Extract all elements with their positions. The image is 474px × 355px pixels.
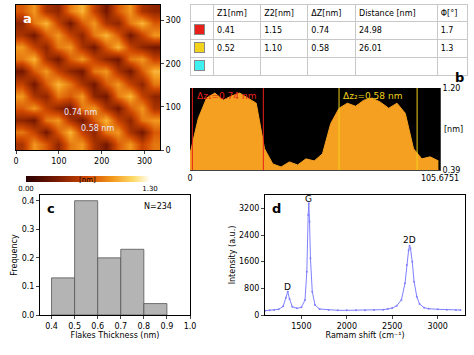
html-text:1.7: 1.7 [440,26,454,35]
svg-text:[nm]: [nm] [444,125,463,134]
svg-text:0.00: 0.00 [18,185,34,193]
svg-text:a: a [23,11,32,26]
svg-text:0.0: 0.0 [22,311,35,320]
svg-text:Δz₁=0.74 nm: Δz₁=0.74 nm [197,91,256,101]
svg-text:0.9: 0.9 [161,322,174,331]
svg-text:200: 200 [166,59,181,68]
svg-text:1.0: 1.0 [184,322,197,331]
svg-text:0.4: 0.4 [45,322,58,331]
html-text:Z2[nm]: Z2[nm] [264,8,294,18]
svg-text:0.2: 0.2 [22,254,35,263]
html-text:1.10: 1.10 [264,44,282,53]
svg-text:0: 0 [254,311,259,320]
html-text:Φ[°]: Φ[°] [440,8,458,18]
html-text:Z1[nm]: Z1[nm] [217,8,247,18]
svg-text:0.39: 0.39 [443,166,461,175]
html-text:26.01: 26.01 [359,44,382,53]
svg-text:0.1: 0.1 [22,282,35,291]
svg-text:0.74 nm: 0.74 nm [64,108,97,117]
svg-text:N=234: N=234 [144,202,172,211]
html-text:1.3: 1.3 [440,44,454,53]
svg-text:0.5: 0.5 [68,322,81,331]
svg-text:1.30: 1.30 [142,185,158,193]
svg-text:0.8: 0.8 [137,322,150,331]
svg-text:2400: 2400 [239,231,259,240]
html-text:1.15: 1.15 [264,26,282,35]
svg-text:0: 0 [187,174,192,183]
svg-text:2D: 2D [403,235,416,245]
svg-text:c: c [47,201,55,216]
html-text:b: b [455,70,465,85]
svg-text:Δz₂=0.58 nm: Δz₂=0.58 nm [343,91,402,101]
svg-text:0.6: 0.6 [91,322,104,331]
svg-text:2500: 2500 [382,322,402,331]
html-text:0.41: 0.41 [217,26,235,35]
svg-text:d: d [272,201,281,216]
html-text:ΔZ[nm]: ΔZ[nm] [311,8,342,18]
html-text:0.52: 0.52 [217,44,235,53]
svg-text:Frequency: Frequency [10,234,19,276]
svg-text:300: 300 [137,157,152,166]
svg-text:200: 200 [94,157,109,166]
svg-text:3000: 3000 [428,322,448,331]
svg-text:0.4: 0.4 [22,197,35,206]
svg-text:1.20: 1.20 [443,84,461,93]
svg-text:0: 0 [166,146,171,155]
svg-text:0.7: 0.7 [114,322,127,331]
svg-text:Ramam shift (cm⁻¹): Ramam shift (cm⁻¹) [326,331,405,340]
svg-text:100: 100 [51,157,66,166]
svg-text:0.3: 0.3 [22,225,35,234]
svg-text:D: D [284,282,291,292]
svg-text:0.58 nm: 0.58 nm [81,124,114,133]
svg-text:Intensity (a.u.): Intensity (a.u.) [228,226,237,285]
svg-text:Flakes Thickness (nm): Flakes Thickness (nm) [71,331,160,340]
svg-text:2000: 2000 [337,322,357,331]
svg-text:3200: 3200 [239,204,259,213]
svg-text:105.6751: 105.6751 [421,174,459,183]
html-text:24.98: 24.98 [359,26,382,35]
svg-text:100: 100 [166,103,181,112]
svg-text:800: 800 [244,284,259,293]
svg-text:G: G [305,194,312,204]
svg-text:1600: 1600 [239,257,259,266]
svg-text:1500: 1500 [291,322,311,331]
html-text:0.74: 0.74 [311,26,330,35]
html-text:0.58: 0.58 [311,44,330,53]
svg-text:[nm]: [nm] [79,176,96,184]
html-text:Distance [nm]: Distance [nm] [359,8,416,18]
svg-text:0: 0 [13,157,18,166]
svg-text:300: 300 [166,16,181,25]
